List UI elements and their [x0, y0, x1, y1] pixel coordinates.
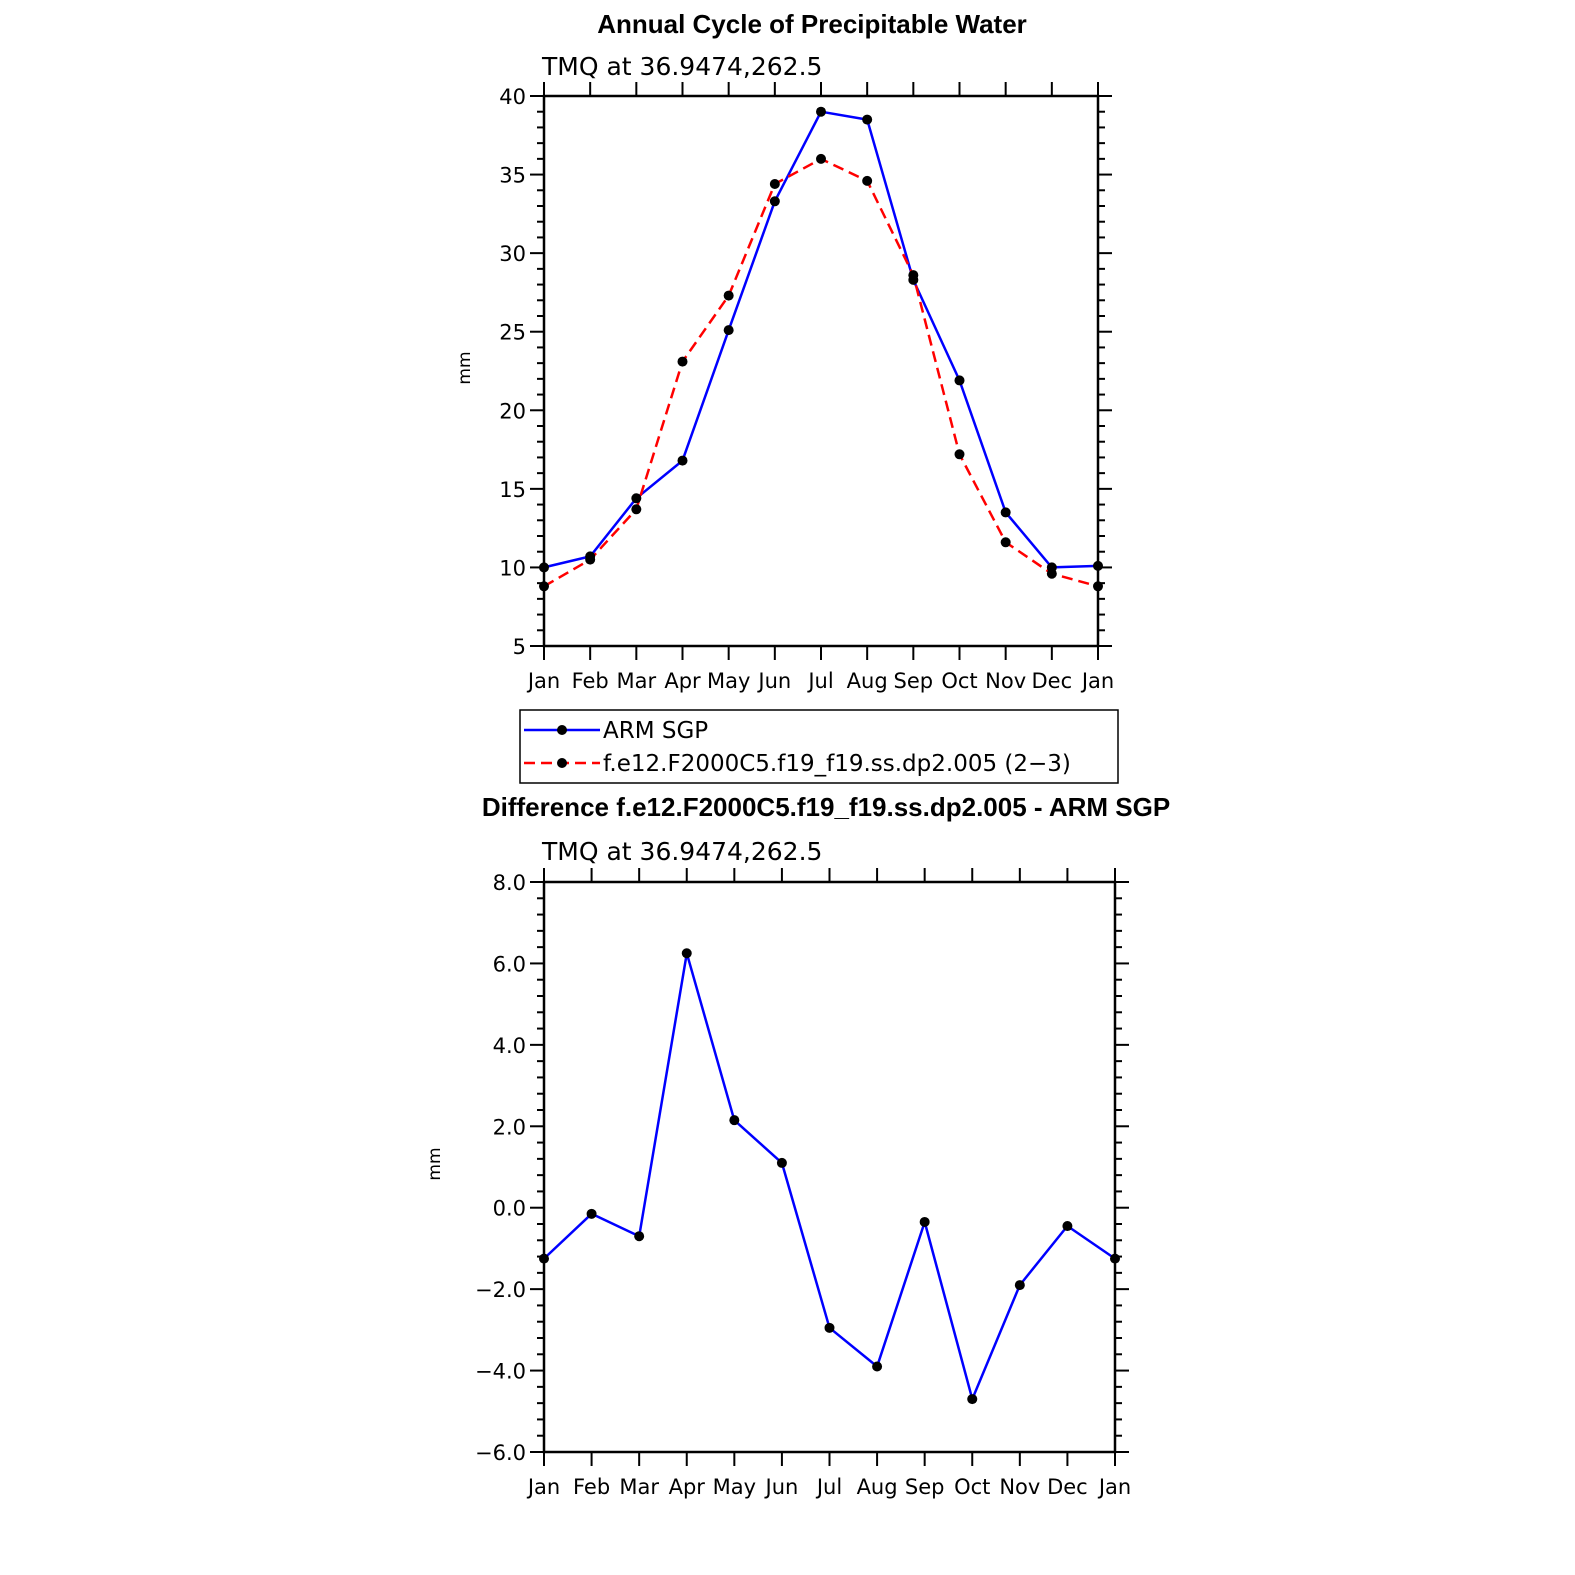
- chart1-series-1-point: [1000, 537, 1011, 548]
- chart1-xtick-label: Dec: [1032, 669, 1073, 693]
- chart1-series-0-point: [539, 562, 549, 573]
- chart1-series-1-point: [769, 179, 780, 189]
- chart1-series-line-0: [543, 110, 1099, 569]
- chart1-series-0-point: [631, 493, 642, 504]
- chart2-xtick-label: Sep: [905, 1475, 945, 1499]
- chart1-series-0-point: [677, 455, 688, 466]
- chart2-xtick-label: Jul: [815, 1475, 842, 1499]
- chart1-ytick-label: 15: [499, 478, 526, 502]
- chart2-series-0-point: [1014, 1280, 1025, 1291]
- chart1-series-0-point: [954, 375, 965, 386]
- chart1-series-1-point: [723, 290, 734, 301]
- chart2-series-0-point: [872, 1361, 883, 1372]
- chart2-ytick-label: −6.0: [475, 1441, 526, 1465]
- chart1-xtick-label: Oct: [941, 669, 977, 693]
- chart1-xtick-label: May: [707, 669, 750, 693]
- chart2-ytick-label: 6.0: [493, 952, 526, 976]
- chart2-ytick-label: 0.0: [493, 1197, 526, 1221]
- chart2-series-0-point: [634, 1231, 645, 1242]
- chart2-xtick-label: Mar: [619, 1475, 659, 1499]
- chart1-series-1-point: [539, 581, 549, 592]
- chart1-ytick-label: 25: [499, 321, 526, 345]
- chart1-frame: [542, 94, 1100, 648]
- chart1-xtick-label: Feb: [572, 669, 609, 693]
- chart2-ytick-label: 2.0: [493, 1115, 526, 1139]
- chart1-xtick-label: Apr: [664, 669, 701, 693]
- legend-label-arm: ARM SGP: [603, 718, 708, 744]
- legend-box: [519, 709, 1119, 784]
- chart1-ytick-label: 20: [499, 399, 526, 423]
- chart1-xtick-label: Jan: [1080, 669, 1114, 693]
- chart1-series-1-point: [1093, 581, 1103, 592]
- chart1-ytick-label: 35: [499, 164, 526, 188]
- chart1-xtick-label: Jun: [756, 669, 791, 693]
- chart2-series-0-point: [967, 1394, 978, 1405]
- chart1-series-0-point: [816, 106, 826, 117]
- chart1-series-1-point: [1046, 568, 1057, 579]
- chart2-frame: [542, 880, 1117, 1454]
- chart1-ytick-label: 30: [499, 242, 526, 266]
- chart1-series-1-point: [862, 175, 873, 186]
- chart2-series-0-point: [586, 1208, 597, 1219]
- chart1-series-1-point: [908, 270, 919, 281]
- chart1-xtick-label: Sep: [894, 669, 934, 693]
- chart1-title: Annual Cycle of Precipitable Water: [597, 9, 1027, 39]
- chart1-xtick-label: Aug: [847, 669, 888, 693]
- chart1-ytick-label: 10: [499, 556, 526, 580]
- chart2-series-0-point: [681, 948, 692, 959]
- chart2-ytick-label: −4.0: [475, 1360, 526, 1384]
- chart2-xtick-label: Aug: [857, 1475, 898, 1499]
- chart2-series-0-point: [729, 1115, 740, 1126]
- chart1-series-0-point: [1093, 560, 1103, 571]
- chart1-xtick-label: Jan: [526, 669, 560, 693]
- chart1-series-1-point: [954, 449, 965, 460]
- chart2-series-0-point: [919, 1216, 930, 1227]
- chart2-ytick-label: 4.0: [493, 1034, 526, 1058]
- chart2-ylabel: mm: [425, 1147, 445, 1180]
- chart1-xtick-label: Jul: [806, 669, 833, 693]
- chart2-series-0-point: [824, 1322, 835, 1333]
- chart1-series-0-point: [862, 114, 873, 125]
- chart1-ytick-label: 40: [499, 85, 526, 109]
- chart2-title: Difference f.e12.F2000C5.f19_f19.ss.dp2.…: [482, 792, 1170, 822]
- chart1-ytick-label: 5: [513, 635, 526, 659]
- chart1-series-0-point: [723, 325, 734, 336]
- chart2-subtitle: TMQ at 36.9474,262.5: [541, 837, 822, 866]
- chart2-xtick-label: Jan: [526, 1475, 560, 1499]
- chart1-series-1-point: [677, 356, 688, 367]
- chart1-ylabel: mm: [455, 351, 475, 384]
- chart1-series-0-point: [1000, 507, 1011, 518]
- legend-marker-model: [557, 758, 567, 768]
- chart2-xtick-label: Oct: [954, 1475, 990, 1499]
- chart1-series-1-point: [816, 153, 826, 164]
- chart2-xtick-label: Feb: [573, 1475, 610, 1499]
- chart2-series-0-point: [776, 1157, 787, 1168]
- legend-marker-arm: [557, 725, 567, 735]
- chart1-xtick-label: Nov: [985, 669, 1026, 693]
- chart2-plot: −6.0 −4.0 −2.0 0.0 2.0 4.0 6.0 8.0 Jan Feb Mar Apr M…: [475, 868, 1131, 1499]
- chart2-xtick-label: Apr: [669, 1475, 706, 1499]
- chart2-series-0-point: [539, 1253, 549, 1264]
- chart2-ytick-label: −2.0: [475, 1278, 526, 1302]
- chart1-xtick-label: Mar: [617, 669, 657, 693]
- chart1-plot: 5 10 15 20 25 30 35 40 Jan Feb Mar Apr May Jun Jul Aug S…: [499, 82, 1114, 693]
- chart1-legend: ARM SGP f.e12.F2000C5.f19_f19.ss.dp2.005…: [519, 709, 1119, 784]
- chart2-ytick-label: 8.0: [493, 871, 526, 895]
- chart2-series-0-point: [1110, 1253, 1120, 1264]
- chart2-xtick-label: Nov: [999, 1475, 1040, 1499]
- chart2-series-0-point: [1062, 1221, 1073, 1232]
- legend-label-model: f.e12.F2000C5.f19_f19.ss.dp2.005 (2−3): [603, 751, 1071, 777]
- chart2-xtick-label: May: [713, 1475, 756, 1499]
- chart2-xtick-label: Jan: [1097, 1475, 1131, 1499]
- chart2-xtick-label: Dec: [1047, 1475, 1088, 1499]
- chart1-subtitle: TMQ at 36.9474,262.5: [541, 52, 822, 81]
- chart2-xtick-label: Jun: [764, 1475, 799, 1499]
- chart1-series-0-point: [769, 196, 780, 207]
- chart1-series-1-point: [631, 504, 642, 515]
- chart1-series-1-point: [585, 554, 596, 565]
